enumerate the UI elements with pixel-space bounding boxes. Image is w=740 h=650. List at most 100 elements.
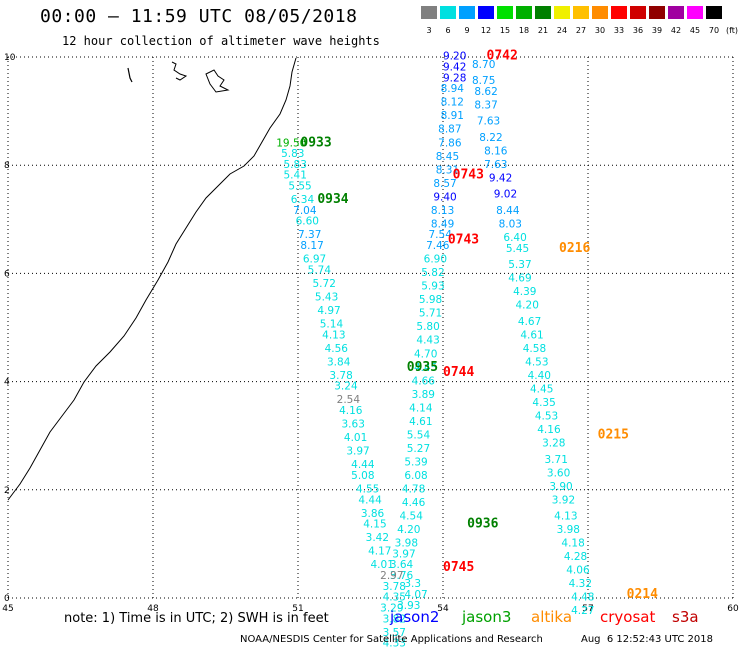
swh-value: 4.58: [523, 343, 546, 355]
swh-value: 4.55: [356, 484, 379, 496]
legend-unit: (ft): [725, 26, 739, 35]
legend-tick-label: 39: [651, 26, 663, 35]
swh-value: 5.74: [308, 264, 332, 276]
swh-value: 7.63: [477, 116, 500, 128]
pass-time-label: 0214: [627, 587, 658, 602]
legend-swatch: [497, 6, 513, 19]
swh-value: 8.57: [433, 178, 456, 190]
swh-value: 3.93: [397, 600, 420, 612]
legend-tick-label: 21: [537, 26, 549, 35]
swh-value: 3.3: [404, 578, 421, 590]
swh-value: 8.17: [300, 240, 323, 252]
legend-tick-label: 12: [480, 26, 492, 35]
swh-value: 8.75: [472, 75, 495, 87]
swh-value: 3.60: [547, 467, 570, 479]
swh-value: 6.08: [404, 470, 427, 482]
swh-value: 3.92: [552, 494, 575, 506]
legend-tick-label: 15: [499, 26, 511, 35]
wave-height-values: 9.209.429.288.948.128.918.877.868.458.31…: [276, 51, 594, 650]
swh-value: 8.62: [474, 86, 497, 98]
swh-value: 4.07: [404, 589, 427, 601]
swh-value: 6.60: [296, 216, 319, 228]
swh-value: 3.24: [334, 381, 358, 393]
swh-value: 4.16: [339, 405, 363, 417]
swh-value: 3.28: [542, 438, 565, 450]
swh-value: 7.37: [298, 229, 321, 241]
swh-value: 4.56: [325, 343, 349, 355]
legend-tick-label: 18: [518, 26, 530, 35]
credit-line: NOAA/NESDIS Center for Satellite Applica…: [240, 634, 543, 645]
swh-value: 3.82: [383, 613, 406, 625]
swh-value: 4.32: [569, 578, 592, 590]
swh-value: 4.53: [535, 410, 558, 422]
swh-value: 8.31: [436, 164, 459, 176]
swh-value: 5.80: [416, 321, 439, 333]
swh-value: 5.14: [320, 319, 344, 331]
swh-value: 4.48: [571, 592, 594, 604]
satellite-label-jason2: jason2: [390, 608, 440, 626]
swh-value: 8.91: [441, 110, 464, 122]
legend-swatch: [421, 6, 437, 19]
swh-value: 4.20: [516, 300, 539, 312]
swh-value: 5.54: [407, 429, 431, 441]
swh-value: 3.78: [383, 581, 406, 593]
x-tick-label: 48: [147, 604, 159, 614]
x-tick-label: 60: [727, 604, 739, 614]
swh-value: 19.50: [276, 137, 306, 149]
swh-value: 4.35: [532, 397, 555, 409]
swh-value: 3.63: [342, 419, 365, 431]
swh-value: 6.90: [424, 254, 447, 266]
x-tick-label: 57: [582, 604, 593, 614]
legend-tick-label: 45: [689, 26, 701, 35]
swh-value: 4.18: [561, 538, 584, 550]
swh-value: 4.35: [383, 592, 406, 604]
swh-value: 5.08: [351, 470, 374, 482]
swh-value: 3.84: [327, 356, 351, 368]
swh-value: 8.13: [431, 205, 454, 217]
swh-value: 3.86: [361, 508, 385, 520]
swh-value: 3.98: [395, 538, 418, 550]
swh-value: 4.66: [412, 375, 436, 387]
swh-value: 8.03: [499, 218, 522, 230]
map-axes: 45 48 51 54 57 60 10 8 6 4 2 0: [2, 53, 739, 614]
legend-swatch: [440, 6, 456, 19]
swh-value: 8.70: [472, 59, 495, 71]
swh-value: 6.97: [303, 254, 326, 266]
swh-value: 4.39: [513, 286, 536, 298]
x-tick-label: 51: [292, 604, 303, 614]
legend-swatch: [611, 6, 627, 19]
page-title: 00:00 – 11:59 UTC 08/05/2018: [40, 6, 358, 27]
swh-value: 5.83: [284, 159, 307, 171]
swh-value: 2.54: [337, 394, 361, 406]
legend-tick-label: 36: [632, 26, 644, 35]
pass-time-label: 0933: [300, 135, 331, 150]
swh-value: 4.13: [322, 329, 345, 341]
swh-value: 3.57: [383, 627, 406, 639]
y-tick-label: 4: [4, 378, 10, 388]
swh-value: 4.69: [508, 273, 531, 285]
legend-tick-label: 3: [426, 26, 432, 35]
swh-value: 8.37: [474, 99, 497, 111]
x-tick-label: 54: [437, 604, 449, 614]
swh-value: 5.72: [313, 278, 336, 290]
swh-value: 4.01: [371, 559, 394, 571]
legend-tick-label: 33: [613, 26, 625, 35]
pass-time-label: 0215: [598, 427, 629, 442]
swh-value: 4.06: [566, 565, 590, 577]
swh-value: 8.44: [496, 205, 520, 217]
swh-value: 7.04: [293, 205, 317, 217]
pass-time-label: 0743: [453, 168, 484, 183]
swh-value: 9.02: [494, 189, 517, 201]
swh-value: 4.70: [414, 348, 437, 360]
legend-tick-label: 6: [445, 26, 451, 35]
swh-value: 4.13: [554, 511, 577, 523]
pass-time-labels: 0742 0743 0743 0744 0745 0933 0934 0935 0936 0216…: [300, 49, 658, 602]
timestamp: Aug 6 12:52:43 UTC 2018: [581, 634, 713, 645]
x-tick-label: 45: [2, 604, 13, 614]
swh-value: 4.67: [518, 316, 541, 328]
swh-value: 5.27: [407, 443, 430, 455]
swh-value: 4.28: [564, 551, 587, 563]
swh-value: 4.53: [525, 356, 548, 368]
swh-value: 4.27: [571, 605, 594, 617]
island-shape: [127, 67, 133, 83]
